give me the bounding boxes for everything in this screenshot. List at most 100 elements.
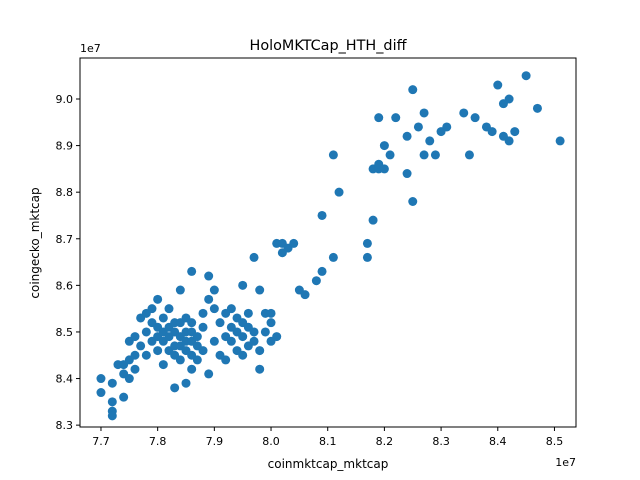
- data-point: [255, 285, 265, 295]
- y-axis-label: coingecko_mktcap: [28, 187, 42, 298]
- data-point: [238, 280, 248, 290]
- data-point: [198, 322, 208, 332]
- data-point: [328, 150, 338, 160]
- data-point: [521, 71, 531, 81]
- data-point: [192, 332, 202, 342]
- data-point: [464, 150, 474, 160]
- data-point: [255, 364, 265, 374]
- y-tick-label: 8.4: [56, 373, 74, 386]
- data-point: [470, 113, 480, 123]
- y-tick-label: 8.9: [56, 140, 74, 153]
- x-tick-label: 8.1: [319, 435, 337, 448]
- y-tick-label: 8.8: [56, 186, 74, 199]
- data-point: [402, 169, 412, 179]
- data-point: [130, 350, 140, 360]
- data-point: [107, 378, 117, 388]
- data-point: [249, 336, 259, 346]
- data-point: [187, 266, 197, 276]
- data-point: [379, 141, 389, 151]
- data-point: [153, 294, 163, 304]
- data-point: [504, 94, 514, 104]
- data-point: [272, 332, 282, 342]
- x-tick-label: 7.7: [92, 435, 110, 448]
- x-tick-label: 7.9: [206, 435, 224, 448]
- data-point: [311, 276, 321, 286]
- data-point: [187, 364, 197, 374]
- y-tick-label: 8.5: [56, 326, 74, 339]
- data-point: [198, 308, 208, 318]
- data-point: [226, 304, 236, 314]
- data-point: [164, 304, 174, 314]
- data-point: [266, 318, 276, 328]
- data-point: [555, 136, 565, 146]
- data-point: [402, 131, 412, 141]
- data-point: [317, 266, 327, 276]
- data-point: [249, 252, 259, 262]
- x-tick-label: 8.2: [376, 435, 394, 448]
- data-point: [107, 397, 117, 407]
- data-point: [368, 215, 378, 225]
- y-tick-label: 8.7: [56, 233, 74, 246]
- data-point: [107, 411, 117, 421]
- data-point: [187, 318, 197, 328]
- data-point: [391, 113, 401, 123]
- chart-title: HoloMKTCap_HTH_diff: [250, 38, 408, 54]
- data-point: [170, 383, 180, 393]
- y-tick-label: 9.0: [56, 93, 74, 106]
- y-tick-label: 8.3: [56, 419, 74, 432]
- data-point: [260, 327, 270, 337]
- data-point: [215, 318, 225, 328]
- y-axis-ticks: 8.3 8.4 8.5 8.6 8.7 8.8 8.9 9.0: [56, 93, 80, 432]
- data-point: [504, 136, 514, 146]
- data-point: [334, 187, 344, 197]
- x-axis-offset-label: 1e7: [555, 456, 576, 469]
- data-point: [362, 252, 372, 262]
- data-point: [147, 304, 157, 314]
- data-point: [141, 350, 151, 360]
- data-point: [243, 308, 253, 318]
- data-point: [209, 336, 219, 346]
- x-tick-label: 7.8: [149, 435, 167, 448]
- data-point: [221, 355, 231, 365]
- data-point: [419, 150, 429, 160]
- data-points: [96, 71, 565, 421]
- data-point: [136, 341, 146, 351]
- data-point: [181, 378, 191, 388]
- data-point: [96, 374, 106, 384]
- data-point: [204, 271, 214, 281]
- data-point: [532, 103, 542, 113]
- data-point: [130, 364, 140, 374]
- data-point: [158, 313, 168, 323]
- data-point: [379, 164, 389, 174]
- data-point: [300, 290, 310, 300]
- data-point: [374, 113, 384, 123]
- data-point: [413, 122, 423, 132]
- data-point: [459, 108, 469, 118]
- data-point: [238, 350, 248, 360]
- data-point: [238, 332, 248, 342]
- data-point: [158, 360, 168, 370]
- data-point: [209, 285, 219, 295]
- data-point: [408, 197, 418, 206]
- data-point: [442, 122, 452, 132]
- x-axis-ticks: 7.7 7.8 7.9 8.0 8.1 8.2 8.3 8.4 8.5: [92, 427, 563, 448]
- data-point: [255, 346, 265, 356]
- data-point: [141, 327, 151, 337]
- data-point: [204, 294, 214, 304]
- data-point: [96, 388, 106, 398]
- data-point: [266, 308, 276, 318]
- x-tick-label: 8.0: [262, 435, 280, 448]
- data-point: [419, 108, 429, 118]
- data-point: [198, 346, 208, 356]
- data-point: [430, 150, 440, 160]
- data-point: [385, 150, 395, 160]
- data-point: [328, 252, 338, 262]
- data-point: [175, 285, 185, 295]
- data-point: [493, 80, 503, 90]
- data-point: [119, 392, 129, 402]
- data-point: [408, 85, 418, 95]
- plot-area: [80, 58, 576, 427]
- data-point: [289, 238, 299, 248]
- data-point: [249, 327, 259, 337]
